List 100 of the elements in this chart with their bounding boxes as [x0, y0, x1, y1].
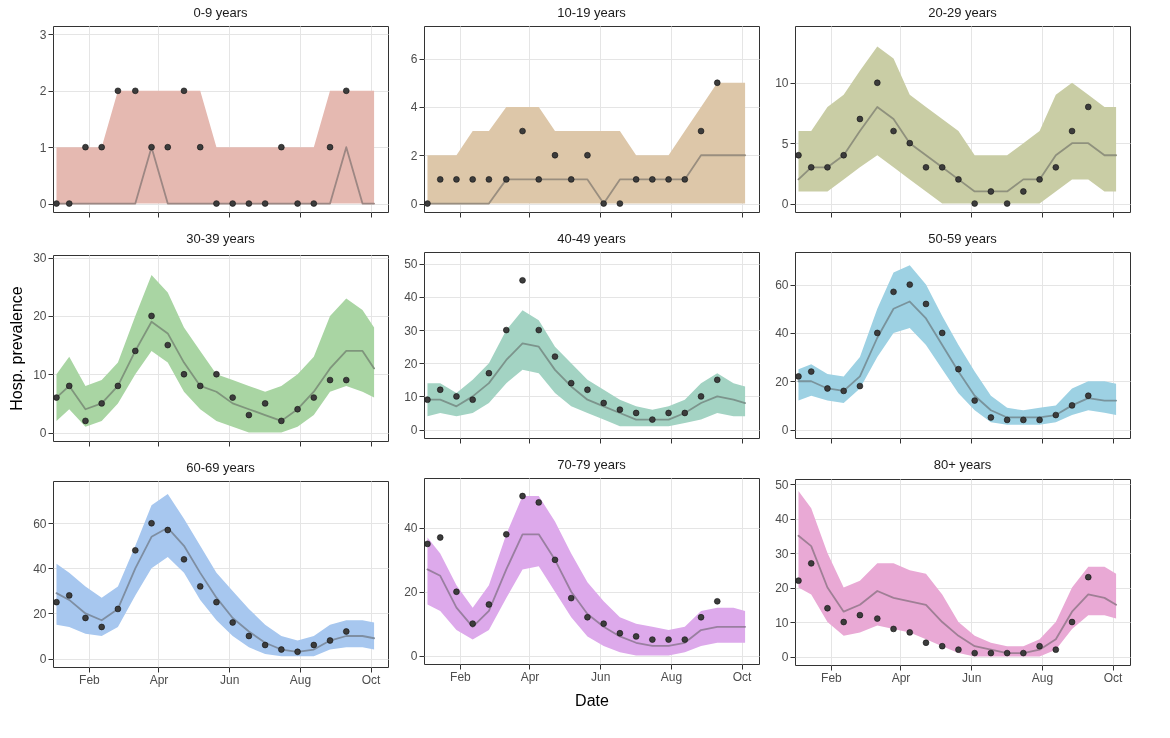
point [890, 625, 897, 633]
point [824, 605, 831, 612]
x-tick-label: Jun [591, 669, 611, 684]
point [437, 386, 444, 393]
point [278, 417, 285, 425]
point [632, 176, 640, 183]
x-tick-label: Jun [962, 670, 982, 685]
point [616, 200, 624, 207]
point [1020, 649, 1027, 657]
point [649, 416, 656, 423]
y-tick-label: 20 [33, 606, 47, 621]
point [66, 592, 73, 599]
point [294, 648, 301, 655]
chart-title: 70-79 years [557, 457, 627, 472]
point [82, 143, 89, 151]
point [1036, 642, 1043, 650]
point [148, 143, 155, 151]
point [82, 614, 89, 622]
point [326, 637, 334, 644]
point [649, 176, 656, 183]
x-tick-label: Jun [220, 672, 240, 687]
point [261, 200, 269, 207]
chart-title: 50-59 years [928, 231, 998, 246]
y-tick-label: 0 [781, 423, 789, 438]
y-tick-label: 40 [775, 512, 789, 527]
y-tick-label: 40 [33, 561, 47, 576]
point [294, 200, 301, 207]
x-tick-label: Aug [660, 669, 683, 684]
point [82, 417, 89, 425]
point [180, 556, 188, 563]
point [98, 623, 105, 631]
point [795, 152, 802, 159]
point [164, 143, 171, 151]
point [840, 152, 847, 159]
y-tick-label: 10 [404, 389, 418, 404]
point [1052, 646, 1060, 653]
point [424, 540, 431, 548]
point [197, 382, 204, 390]
x-tick-label: Feb [79, 672, 101, 687]
point [649, 636, 656, 643]
point [939, 164, 946, 171]
y-tick-label: 6 [410, 52, 418, 67]
point [1036, 416, 1043, 424]
point [1052, 411, 1060, 419]
point [278, 646, 285, 653]
point [326, 143, 334, 151]
point [1003, 416, 1011, 424]
y-tick-label: 20 [775, 581, 789, 596]
point [424, 200, 431, 207]
point [987, 188, 995, 195]
point [632, 409, 640, 417]
y-tick-label: 20 [404, 585, 418, 600]
point [856, 115, 864, 123]
point [697, 393, 705, 400]
point [66, 382, 73, 390]
point [535, 326, 542, 334]
point [955, 365, 962, 373]
point [343, 376, 350, 384]
point [310, 200, 318, 207]
chart-title: 10-19 years [557, 5, 627, 20]
point [229, 394, 236, 401]
point [665, 176, 672, 183]
y-tick-label: 20 [33, 309, 47, 324]
point [840, 387, 847, 395]
y-tick-label: 0 [410, 649, 418, 664]
y-tick-label: 20 [775, 374, 789, 389]
point [856, 382, 864, 390]
y-tick-label: 30 [33, 251, 47, 266]
point [714, 376, 721, 384]
point [584, 386, 591, 393]
point [437, 176, 444, 183]
point [971, 397, 978, 404]
point [229, 619, 236, 626]
point [503, 531, 510, 538]
point [808, 164, 815, 171]
point [632, 633, 640, 640]
x-tick-label: Aug [1031, 670, 1054, 685]
point [714, 79, 721, 86]
point [681, 636, 689, 643]
point [824, 385, 831, 392]
point [906, 629, 913, 636]
line-series [797, 106, 1117, 193]
point [1068, 618, 1076, 626]
point [148, 520, 155, 527]
point [180, 87, 188, 95]
point [971, 200, 978, 207]
point [1068, 402, 1076, 409]
point [697, 127, 705, 135]
chart-title: 60-69 years [186, 460, 256, 475]
point [971, 649, 978, 657]
y-tick-label: 0 [39, 426, 47, 441]
y-tick-label: 60 [775, 278, 789, 293]
point [874, 329, 881, 337]
point [245, 200, 253, 207]
point [616, 406, 624, 413]
point [824, 164, 831, 171]
point [310, 394, 318, 401]
point [714, 598, 721, 605]
point [164, 526, 171, 534]
point [906, 139, 913, 147]
